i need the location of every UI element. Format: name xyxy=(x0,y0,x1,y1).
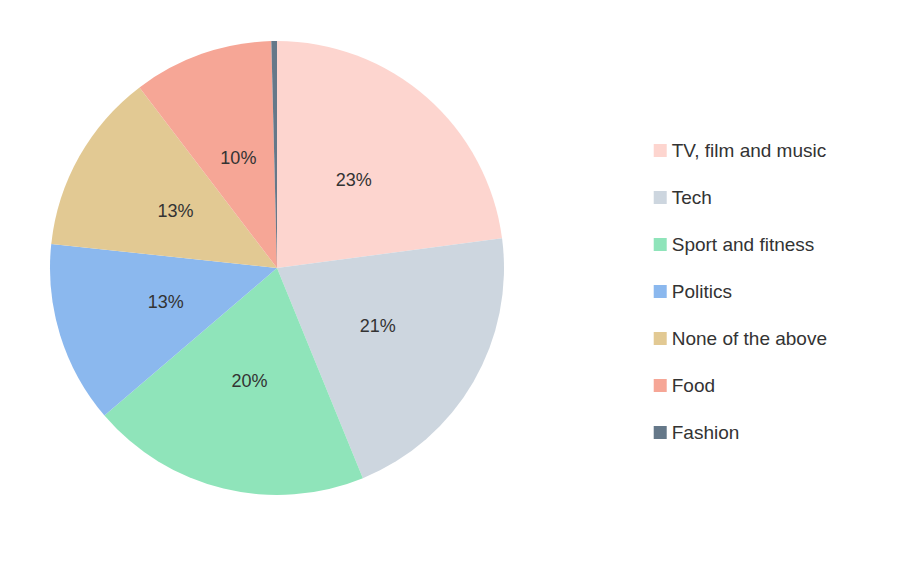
svg-text:21%: 21% xyxy=(360,316,396,336)
svg-text:13%: 13% xyxy=(157,201,193,221)
svg-text:None of the above: None of the above xyxy=(672,328,827,349)
svg-text:13%: 13% xyxy=(148,292,184,312)
svg-text:Tech: Tech xyxy=(672,187,712,208)
svg-text:Politics: Politics xyxy=(672,281,732,302)
svg-text:TV, film and music: TV, film and music xyxy=(672,140,827,161)
svg-text:Sport and fitness: Sport and fitness xyxy=(672,234,815,255)
svg-text:20%: 20% xyxy=(232,371,268,391)
svg-text:Fashion: Fashion xyxy=(672,422,740,443)
svg-text:10%: 10% xyxy=(220,148,256,168)
svg-text:23%: 23% xyxy=(336,170,372,190)
svg-text:Food: Food xyxy=(672,375,715,396)
